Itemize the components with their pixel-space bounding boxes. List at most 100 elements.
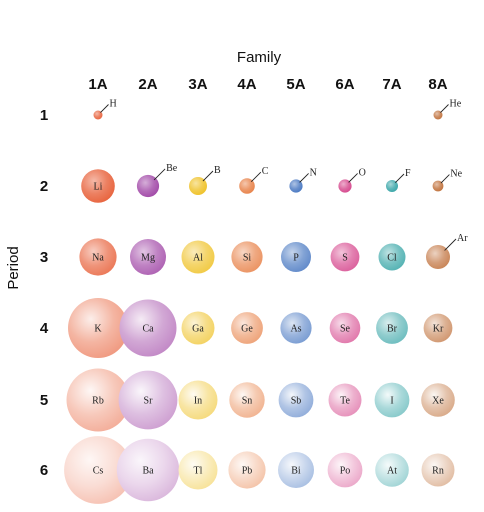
atom-te: Te	[328, 383, 362, 417]
period-headers: 1 2 3 4 5 6	[40, 107, 49, 479]
atom-ga: Ga	[181, 311, 215, 345]
leader-line	[348, 173, 358, 183]
element-symbol: N	[310, 167, 317, 178]
element-symbol: Sr	[144, 396, 154, 407]
atom-be: Be	[136, 163, 178, 198]
atom-circle	[81, 169, 115, 203]
atom-circle	[189, 177, 207, 195]
element-symbol: Bi	[291, 466, 301, 477]
atom-se: Se	[329, 312, 361, 344]
period-header-4: 4	[40, 320, 49, 337]
leader-line	[100, 104, 109, 113]
atom-h: H	[93, 99, 117, 120]
period-header-1: 1	[40, 107, 48, 124]
atom-circle	[329, 312, 361, 344]
atom-circle	[278, 452, 314, 488]
atom-circle	[116, 438, 180, 502]
atom-circle	[228, 451, 266, 489]
element-symbol: B	[214, 165, 221, 176]
atom-rb: Rb	[66, 368, 130, 432]
atom-s: S	[330, 242, 360, 272]
atom-kr: Kr	[423, 313, 453, 343]
family-header-7a: 7A	[382, 76, 401, 93]
element-symbol: F	[405, 168, 411, 179]
atom-b: B	[189, 165, 221, 195]
atom-circle	[330, 242, 360, 272]
leader-line	[153, 168, 166, 181]
family-headers: 1A 2A 3A 4A 5A 6A 7A 8A	[88, 76, 447, 93]
atom-circle	[386, 180, 398, 192]
atom-n: N	[289, 167, 317, 193]
element-symbol: Na	[92, 253, 104, 264]
element-symbol: Ne	[450, 169, 462, 180]
element-symbol: Si	[243, 253, 252, 264]
period-header-2: 2	[40, 178, 48, 195]
atom-al: Al	[181, 240, 215, 274]
atom-li: Li	[81, 169, 115, 203]
element-symbol: He	[450, 99, 462, 110]
family-header-6a: 6A	[335, 76, 354, 93]
atom-rn: Rn	[421, 453, 455, 487]
element-symbol: Kr	[433, 324, 444, 335]
element-symbol: Po	[340, 466, 351, 477]
atom-circle	[375, 453, 409, 487]
element-symbol: Ca	[142, 324, 154, 335]
atom-circle	[432, 180, 444, 192]
atom-as: As	[280, 312, 312, 344]
element-symbol: At	[387, 466, 397, 477]
atom-cl: Cl	[378, 243, 406, 271]
atom-circle	[376, 312, 408, 344]
atom-circle	[64, 436, 132, 504]
element-symbol: Al	[193, 253, 203, 264]
atom-circle	[280, 312, 312, 344]
element-symbol: Sn	[242, 396, 253, 407]
element-symbol: Te	[340, 396, 350, 407]
atom-circle	[93, 110, 103, 120]
element-symbol: Rn	[432, 466, 444, 477]
atom-na: Na	[79, 238, 117, 276]
atom-k: K	[68, 298, 128, 358]
atom-o: O	[338, 167, 366, 193]
leader-line	[202, 170, 214, 182]
atom-p: P	[281, 242, 311, 272]
element-symbol: Ar	[457, 233, 468, 244]
leader-line	[394, 173, 405, 184]
atom-circle	[229, 382, 265, 418]
atom-c: C	[239, 166, 269, 194]
atom-circle	[374, 382, 410, 418]
atom-ca: Ca	[119, 299, 177, 357]
atom-circle	[421, 383, 455, 417]
family-header-4a: 4A	[237, 76, 256, 93]
period-header-5: 5	[40, 392, 48, 409]
family-header-8a: 8A	[428, 76, 447, 93]
atom-bi: Bi	[278, 452, 314, 488]
atom-circle	[426, 245, 450, 269]
element-symbol: Ge	[241, 324, 253, 335]
atom-sr: Sr	[118, 370, 178, 430]
atom-circle	[278, 382, 314, 418]
element-symbol: Br	[387, 324, 398, 335]
element-symbol: Xe	[432, 396, 444, 407]
leader-line	[444, 238, 457, 251]
family-axis-title: Family	[237, 49, 282, 66]
atom-ne: Ne	[432, 169, 463, 192]
element-symbol: K	[94, 324, 102, 335]
atom-circle	[421, 453, 455, 487]
period-header-6: 6	[40, 462, 48, 479]
atom-sn: Sn	[229, 382, 265, 418]
atom-po: Po	[327, 452, 363, 488]
atom-sb: Sb	[278, 382, 314, 418]
atom-circle	[118, 370, 178, 430]
element-symbol: Cl	[387, 253, 397, 264]
atom-circle	[423, 313, 453, 343]
family-header-2a: 2A	[138, 76, 157, 93]
atom-circle	[281, 242, 311, 272]
leader-line	[299, 173, 309, 183]
atom-circle	[231, 312, 263, 344]
element-symbol: In	[194, 396, 202, 407]
atom-si: Si	[231, 241, 263, 273]
atom-ar: Ar	[426, 233, 468, 269]
family-header-3a: 3A	[188, 76, 207, 93]
element-symbol: Sb	[291, 396, 302, 407]
